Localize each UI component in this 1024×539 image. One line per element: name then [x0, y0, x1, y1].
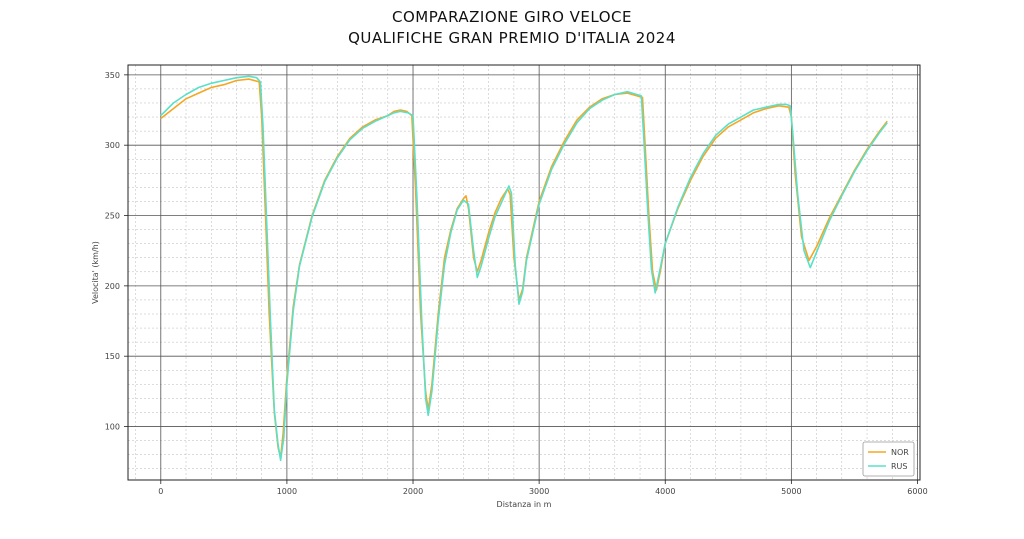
plot-frame	[127, 64, 921, 481]
y-tick-label: 300	[105, 141, 120, 150]
y-axis-ticks: 100 150 200 250 300 350	[105, 71, 128, 432]
minor-grid	[128, 65, 920, 480]
x-tick-label: 4000	[655, 487, 675, 496]
x-tick-label: 3000	[529, 487, 549, 496]
series-line-nor	[160, 78, 888, 459]
x-axis-label: Distanza in m	[497, 500, 552, 509]
major-grid	[128, 65, 920, 480]
x-tick-label: 1000	[277, 487, 297, 496]
legend-label-nor: NOR	[891, 448, 909, 457]
x-tick-label: 5000	[781, 487, 801, 496]
series-layer	[160, 75, 888, 462]
chart-title-line-2: QUALIFICHE GRAN PREMIO D'ITALIA 2024	[348, 29, 676, 47]
y-tick-label: 150	[105, 352, 120, 361]
legend-box	[862, 441, 915, 477]
y-tick-label: 250	[105, 212, 120, 221]
legend: NOR RUS	[862, 441, 915, 477]
x-tick-label: 0	[158, 487, 163, 496]
y-tick-label: 200	[105, 282, 120, 291]
y-tick-label: 350	[105, 71, 120, 80]
x-axis-ticks: 0 1000 2000 3000 4000 5000 6000	[158, 480, 928, 496]
y-axis-label: Velocita' (km/h)	[91, 241, 100, 304]
chart-title-line-1: COMPARAZIONE GIRO VELOCE	[392, 8, 632, 26]
y-tick-label: 100	[105, 423, 120, 432]
series-line-rus	[160, 75, 888, 462]
x-tick-label: 2000	[403, 487, 423, 496]
x-tick-label: 6000	[907, 487, 927, 496]
legend-label-rus: RUS	[891, 462, 908, 471]
